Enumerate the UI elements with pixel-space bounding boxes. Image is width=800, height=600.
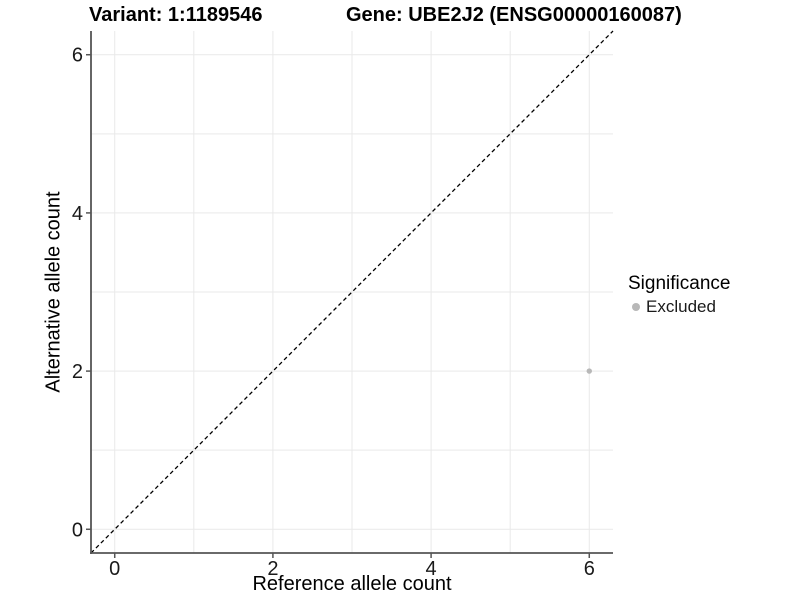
y-tick-label-6: 6 [72,45,83,67]
legend: Significance Excluded [628,272,730,317]
excluded-marker-icon [632,303,640,311]
data-point-excluded [586,368,592,374]
x-tick-label-0: 0 [109,558,120,580]
y-tick-label-4: 4 [72,203,83,225]
x-tick-label-4: 4 [426,558,437,580]
x-tick-label-6: 6 [584,558,595,580]
y-tick-label-2: 2 [72,361,83,383]
gene-title: Gene: UBE2J2 (ENSG00000160087) [346,4,682,26]
legend-title: Significance [628,273,731,294]
y-tick-label-0: 0 [72,519,83,541]
y-axis-title: Alternative allele count [42,191,65,393]
legend-item-label: Excluded [646,297,716,316]
legend-item-excluded: Excluded [628,297,730,317]
x-axis-title: Reference allele count [252,573,452,595]
x-tick-label-2: 2 [267,558,278,580]
variant-title: Variant: 1:1189546 [89,4,263,26]
